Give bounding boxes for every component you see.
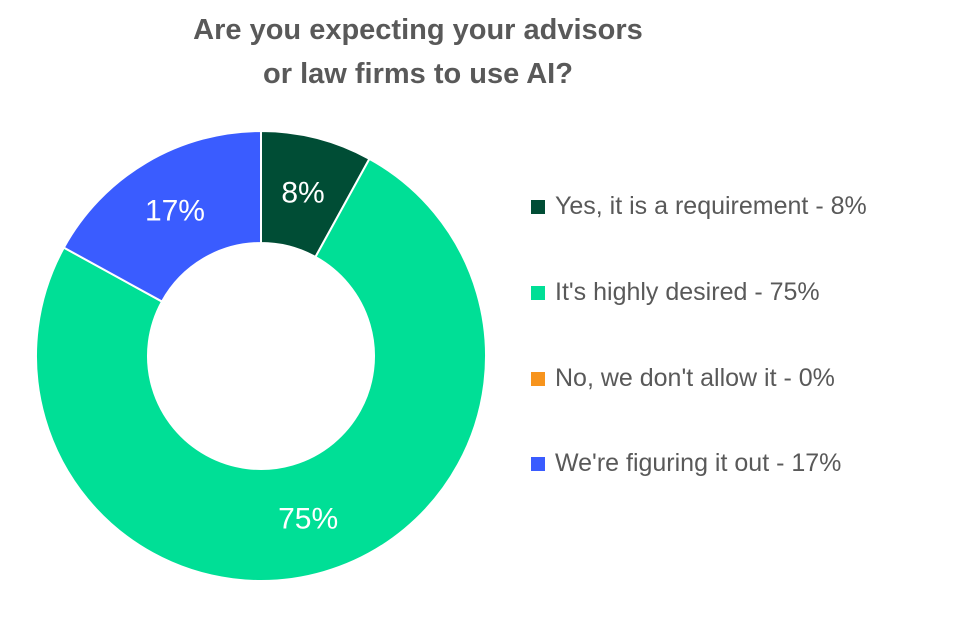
legend-swatch [531,371,545,386]
legend-item-0: Yes, it is a requirement - 8% [531,192,867,221]
legend-label: No, we don't allow it - 0% [555,364,835,392]
chart-title-line-2: or law firms to use AI? [263,58,573,90]
legend-item-3: We're figuring it out - 17% [531,449,841,478]
legend-swatch [531,456,545,471]
data-label-3: 17% [145,195,205,228]
legend-label: It's highly desired - 75% [555,278,820,306]
data-label-0: 8% [281,176,324,209]
legend-item-1: It's highly desired - 75% [531,278,820,307]
chart-title: Are you expecting your advisors or law f… [118,8,718,96]
legend-label: We're figuring it out - 17% [555,449,842,477]
donut-slice-1 [35,157,487,582]
legend-swatch [531,285,545,300]
chart-title-line-1: Are you expecting your advisors [193,14,643,46]
legend-label: Yes, it is a requirement - 8% [555,192,867,220]
legend-swatch [531,199,545,214]
legend-item-2: No, we don't allow it - 0% [531,364,835,393]
data-label-1: 75% [278,502,338,535]
donut-slice-3 [62,129,262,303]
